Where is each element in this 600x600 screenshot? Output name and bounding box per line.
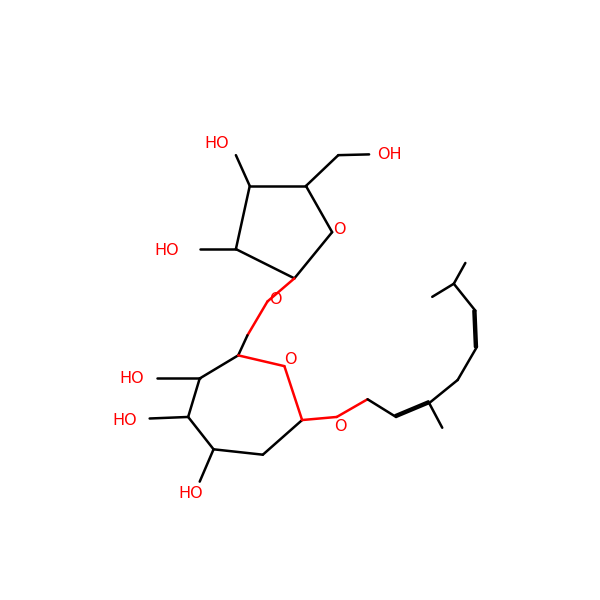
Text: HO: HO — [154, 243, 179, 258]
Text: HO: HO — [205, 136, 229, 151]
Text: O: O — [269, 292, 281, 307]
Text: HO: HO — [119, 371, 144, 386]
Text: HO: HO — [112, 413, 137, 428]
Text: O: O — [284, 352, 297, 367]
Text: OH: OH — [377, 147, 401, 162]
Text: HO: HO — [178, 487, 203, 502]
Text: O: O — [334, 221, 346, 236]
Text: O: O — [334, 419, 347, 434]
